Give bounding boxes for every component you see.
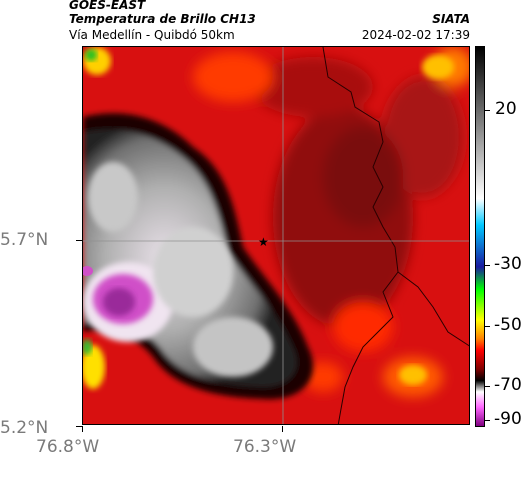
y-tick-label-2: 5.2°N xyxy=(0,418,49,438)
y-tick-label-1: 5.7°N xyxy=(0,230,49,250)
satellite-name: GOES-EAST xyxy=(69,0,146,12)
y-tick-mark-1 xyxy=(76,240,82,241)
y-tick-mark-2 xyxy=(76,426,82,427)
region-subtitle: Vía Medellín - Quibdó 50km xyxy=(69,28,235,42)
colorbar-tick-5 xyxy=(485,420,490,421)
x-tick-label-1: 76.8°W xyxy=(36,437,100,457)
map-canvas: ★ xyxy=(83,47,469,424)
product-title: Temperatura de Brillo CH13 xyxy=(69,12,256,26)
x-tick-mark-2 xyxy=(282,426,283,432)
colorbar-label-1: 20 xyxy=(495,99,517,119)
colorbar-label-2: -30 xyxy=(494,254,522,274)
colorbar-tick-2 xyxy=(485,265,490,266)
colorbar-tick-1 xyxy=(485,110,490,111)
source-label: SIATA xyxy=(432,12,470,26)
timestamp: 2024-02-02 17:39 xyxy=(361,28,470,42)
coldest-tops xyxy=(83,266,153,324)
colorbar-tick-3 xyxy=(485,326,490,327)
colorbar-tick-4 xyxy=(485,386,490,387)
x-tick-label-2: 76.3°W xyxy=(233,437,297,457)
colorbar-label-4: -70 xyxy=(494,375,522,395)
x-tick-mark-1 xyxy=(82,426,83,432)
city-marker-icon: ★ xyxy=(258,235,269,249)
temperature-colorbar xyxy=(475,46,485,427)
colorbar-label-3: -50 xyxy=(494,315,522,335)
hot-spots xyxy=(83,47,454,389)
brightness-temperature-map: ★ xyxy=(82,46,470,425)
department-borders xyxy=(322,47,469,424)
colorbar-label-5: -90 xyxy=(494,409,522,429)
